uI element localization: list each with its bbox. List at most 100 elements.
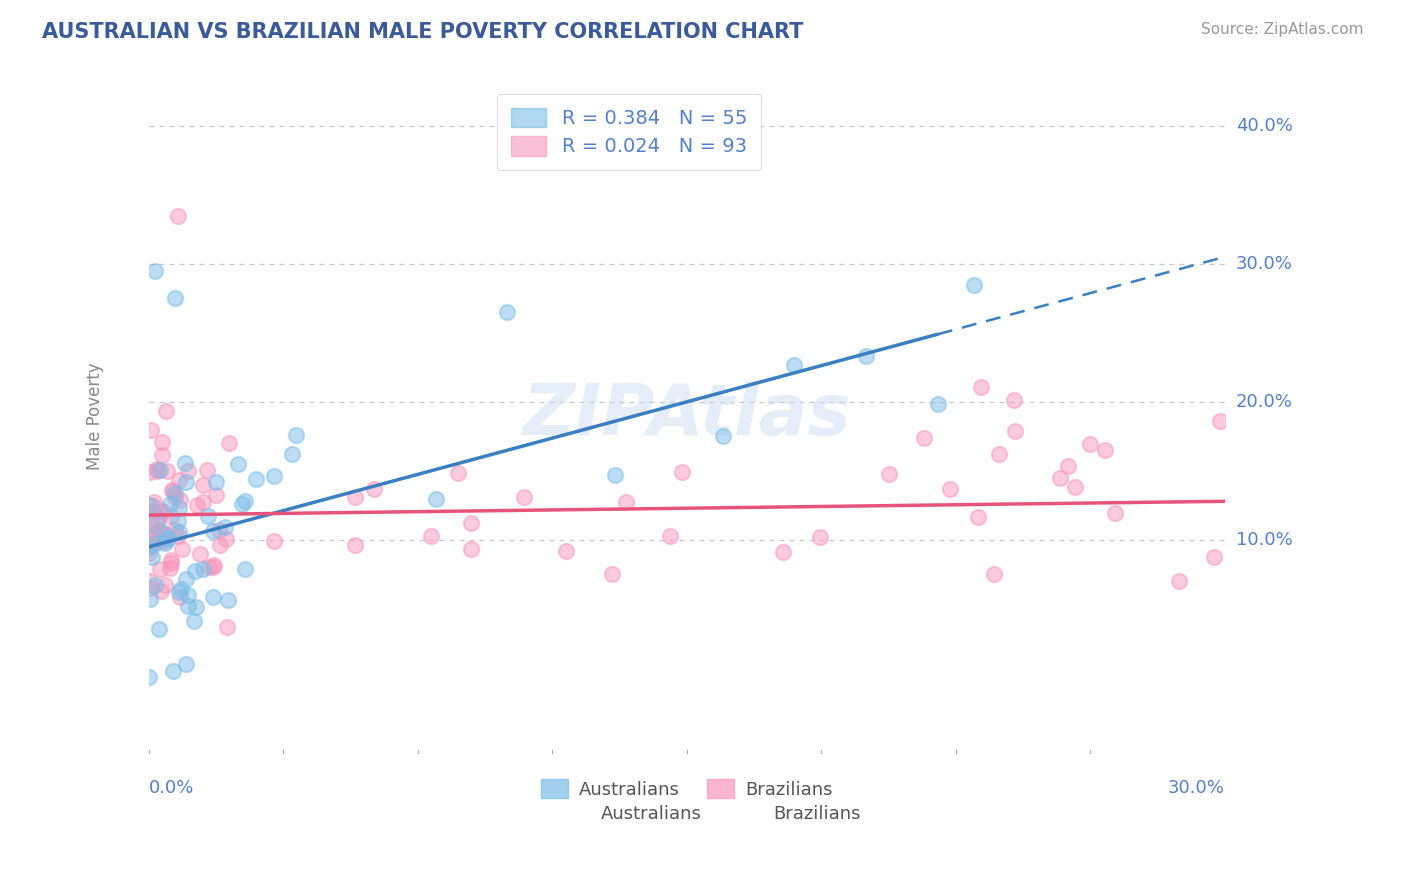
Point bbox=[162, 665, 184, 679]
Point bbox=[208, 523, 231, 537]
Point bbox=[169, 492, 191, 507]
Point bbox=[149, 562, 172, 576]
Point bbox=[143, 537, 166, 551]
Point bbox=[202, 591, 225, 605]
Point bbox=[772, 545, 794, 559]
Point bbox=[138, 670, 160, 684]
Point bbox=[153, 530, 176, 544]
Point bbox=[447, 466, 470, 480]
Point bbox=[142, 495, 165, 509]
Point bbox=[215, 532, 238, 546]
Text: 10.0%: 10.0% bbox=[1236, 531, 1292, 549]
Point bbox=[139, 423, 162, 437]
Point bbox=[214, 520, 236, 534]
Point bbox=[218, 436, 240, 450]
Point bbox=[150, 449, 173, 463]
Point bbox=[150, 504, 173, 518]
Point bbox=[420, 529, 443, 543]
Point bbox=[143, 504, 166, 518]
Point bbox=[197, 508, 219, 523]
Point bbox=[711, 429, 734, 443]
Point bbox=[1209, 414, 1232, 428]
Point bbox=[209, 537, 232, 551]
Point bbox=[195, 462, 218, 476]
Point bbox=[139, 465, 162, 479]
Point bbox=[202, 558, 225, 573]
Point bbox=[284, 428, 307, 442]
Point bbox=[808, 530, 831, 544]
Point bbox=[217, 592, 239, 607]
Point bbox=[912, 431, 935, 445]
Point bbox=[233, 562, 256, 576]
Point bbox=[245, 472, 267, 486]
Point bbox=[460, 541, 482, 556]
Point bbox=[939, 482, 962, 496]
Point bbox=[141, 549, 163, 564]
Point bbox=[855, 349, 877, 363]
Point bbox=[160, 556, 183, 570]
Point bbox=[512, 491, 534, 505]
Point bbox=[205, 475, 228, 489]
Point bbox=[156, 528, 179, 542]
Text: Source: ZipAtlas.com: Source: ZipAtlas.com bbox=[1201, 22, 1364, 37]
Point bbox=[149, 463, 172, 477]
Point bbox=[155, 403, 177, 417]
Point bbox=[148, 535, 170, 549]
Point bbox=[281, 447, 304, 461]
Point bbox=[169, 590, 191, 604]
Point bbox=[155, 534, 177, 549]
Point bbox=[233, 493, 256, 508]
Point bbox=[496, 305, 519, 319]
Point bbox=[177, 599, 200, 614]
Point bbox=[138, 546, 160, 560]
Point bbox=[142, 533, 165, 548]
Point bbox=[603, 468, 626, 483]
Point bbox=[658, 529, 681, 543]
Point bbox=[169, 585, 191, 599]
Point bbox=[141, 512, 163, 526]
Point bbox=[1063, 480, 1085, 494]
Point bbox=[155, 536, 177, 550]
Point bbox=[183, 614, 205, 628]
Point bbox=[170, 541, 193, 556]
Point bbox=[263, 533, 285, 548]
Point bbox=[198, 560, 221, 574]
Point bbox=[205, 488, 228, 502]
Point bbox=[145, 533, 167, 548]
Point bbox=[215, 620, 238, 634]
Point bbox=[1094, 442, 1116, 457]
Point bbox=[163, 490, 186, 504]
Text: Australians: Australians bbox=[600, 805, 702, 822]
Text: 30.0%: 30.0% bbox=[1168, 779, 1225, 797]
Point bbox=[167, 514, 190, 528]
Point bbox=[343, 490, 366, 504]
Text: 0.0%: 0.0% bbox=[149, 779, 194, 797]
Point bbox=[988, 447, 1011, 461]
Point bbox=[170, 582, 193, 596]
Point bbox=[1057, 458, 1080, 473]
Point bbox=[159, 497, 181, 511]
Point bbox=[162, 483, 184, 497]
Point bbox=[166, 209, 188, 223]
Point bbox=[188, 547, 211, 561]
Point bbox=[1049, 471, 1071, 485]
Text: Male Poverty: Male Poverty bbox=[86, 362, 104, 469]
Point bbox=[1168, 574, 1191, 589]
Point bbox=[156, 531, 179, 545]
Point bbox=[159, 553, 181, 567]
Point bbox=[877, 467, 900, 482]
Point bbox=[167, 525, 190, 540]
Point bbox=[555, 544, 578, 558]
Point bbox=[600, 567, 623, 582]
Point bbox=[138, 498, 160, 512]
Point bbox=[148, 623, 170, 637]
Point bbox=[156, 463, 179, 477]
Point bbox=[177, 588, 200, 602]
Point bbox=[146, 462, 169, 476]
Point bbox=[191, 478, 214, 492]
Point bbox=[202, 524, 225, 538]
Text: 20.0%: 20.0% bbox=[1236, 392, 1292, 411]
Point bbox=[143, 264, 166, 278]
Point bbox=[966, 509, 988, 524]
Point bbox=[201, 560, 224, 574]
